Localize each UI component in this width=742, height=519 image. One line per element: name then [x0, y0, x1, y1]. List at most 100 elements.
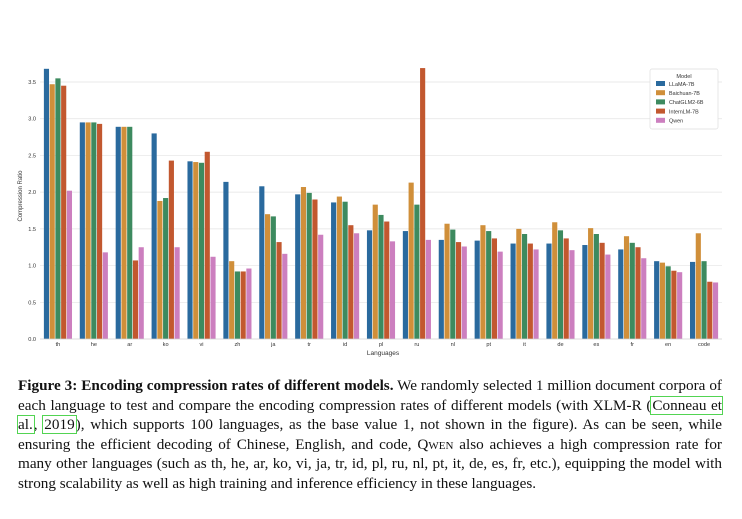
bar-nl-LLaMA-7B: [438, 239, 444, 339]
bar-code-Qwen: [712, 282, 719, 339]
bar-it-ChatGLM2-6B: [522, 234, 528, 339]
x-tick-label: pl: [379, 342, 383, 348]
x-tick-label: code: [698, 342, 710, 348]
bar-zh-Qwen: [246, 268, 252, 339]
y-tick-label: 3.5: [28, 80, 36, 86]
y-tick-label: 2.0: [28, 190, 36, 196]
bar-zh-ChatGLM2-6B: [234, 271, 240, 339]
bar-he-LLaMA-7B: [79, 122, 85, 339]
x-tick-label: ar: [127, 342, 132, 348]
bar-tr-Baichuan-7B: [300, 187, 307, 339]
bar-it-Baichuan-7B: [516, 228, 522, 339]
bar-pl-InternLM-7B: [384, 221, 390, 339]
bar-fr-ChatGLM2-6B: [629, 242, 635, 339]
bar-zh-InternLM-7B: [240, 271, 246, 339]
bar-ko-ChatGLM2-6B: [163, 198, 169, 339]
bar-tr-ChatGLM2-6B: [306, 192, 312, 339]
x-tick-label: id: [343, 342, 347, 348]
bar-pl-Qwen: [389, 241, 396, 339]
bar-id-ChatGLM2-6B: [342, 201, 348, 339]
bar-he-Baichuan-7B: [85, 122, 91, 339]
x-tick-labels: th he ar ko vi zh ja tr id pl ru nl pt it de es fr en code: [56, 342, 711, 348]
bar-fr-Qwen: [641, 258, 647, 339]
legend-swatch: [656, 117, 665, 123]
y-tick-label: 1.0: [28, 264, 36, 270]
citation-link-year[interactable]: 2019: [42, 415, 77, 434]
bar-es-ChatGLM2-6B: [593, 234, 599, 339]
bar-vi-Baichuan-7B: [193, 162, 199, 339]
x-tick-label: vi: [200, 342, 204, 348]
bar-vi-LLaMA-7B: [187, 161, 193, 339]
bar-tr-Qwen: [318, 234, 324, 339]
bar-nl-Qwen: [461, 246, 467, 339]
bar-vi-InternLM-7B: [204, 151, 210, 339]
bar-code-ChatGLM2-6B: [701, 261, 707, 339]
x-tick-label: nl: [451, 342, 455, 348]
bar-ar-Qwen: [138, 247, 144, 339]
x-tick-label: it: [523, 342, 526, 348]
bar-code-InternLM-7B: [707, 281, 713, 339]
caption-text-3: also achieves a high compression rate fo…: [18, 435, 722, 492]
bar-he-Qwen: [102, 252, 108, 339]
legend-box: [649, 68, 719, 130]
y-axis-label: Compression Ratio: [18, 170, 24, 222]
bar-en-LLaMA-7B: [654, 261, 660, 339]
bar-fr-LLaMA-7B: [618, 249, 624, 339]
bar-ru-ChatGLM2-6B: [414, 204, 420, 339]
bar-ja-InternLM-7B: [276, 242, 282, 339]
bar-ja-LLaMA-7B: [259, 186, 265, 339]
bar-en-ChatGLM2-6B: [665, 266, 671, 339]
bar-ru-LLaMA-7B: [402, 231, 408, 339]
bar-ja-Baichuan-7B: [265, 214, 271, 339]
bar-de-Baichuan-7B: [552, 222, 558, 339]
x-tick-label: pt: [486, 342, 491, 348]
x-axis-label: Languages: [367, 350, 400, 357]
x-tick-label: he: [91, 342, 97, 348]
bar-ko-LLaMA-7B: [151, 133, 157, 339]
bar-ru-InternLM-7B: [420, 68, 426, 339]
bar-fr-Baichuan-7B: [623, 236, 630, 339]
bar-ar-LLaMA-7B: [115, 126, 121, 339]
caption-lead: Figure 3: Encoding compression rates of …: [18, 377, 394, 394]
bar-code-LLaMA-7B: [689, 261, 696, 339]
bar-es-LLaMA-7B: [582, 245, 588, 339]
legend-label: InternLM-7B: [669, 109, 699, 115]
legend-swatch: [656, 108, 665, 114]
x-tick-label: fr: [631, 342, 635, 348]
bar-ja-ChatGLM2-6B: [270, 216, 276, 339]
citation-link-author[interactable]: Conneau et al.: [17, 395, 723, 434]
legend-label: Qwen: [669, 119, 683, 125]
x-tick-label: es: [593, 342, 599, 348]
bar-tr-LLaMA-7B: [295, 194, 301, 339]
figure-caption: Figure 3: Encoding compression rates of …: [17, 376, 723, 493]
caption-citation-separator: ,: [33, 416, 44, 433]
y-tick-label: 0.5: [28, 300, 36, 306]
caption-qwen: Qwen: [417, 435, 454, 453]
bar-de-InternLM-7B: [563, 238, 569, 339]
bars: [43, 68, 719, 340]
bar-pt-Baichuan-7B: [480, 225, 486, 339]
bar-ar-InternLM-7B: [132, 260, 139, 339]
bar-es-InternLM-7B: [599, 242, 605, 339]
bar-de-ChatGLM2-6B: [557, 230, 564, 339]
bar-tr-InternLM-7B: [312, 199, 318, 339]
bar-ko-InternLM-7B: [168, 160, 174, 339]
bar-vi-Qwen: [210, 256, 216, 339]
bar-he-ChatGLM2-6B: [91, 122, 97, 339]
legend-swatch: [656, 81, 665, 86]
bar-pt-ChatGLM2-6B: [486, 231, 492, 339]
bar-id-Qwen: [354, 233, 360, 339]
x-tick-label: ko: [163, 342, 169, 348]
bar-pl-Baichuan-7B: [372, 204, 378, 339]
bar-pl-ChatGLM2-6B: [378, 214, 384, 339]
bar-it-Qwen: [533, 249, 539, 339]
x-tick-label: th: [56, 342, 61, 348]
bar-ja-Qwen: [282, 253, 288, 339]
bar-nl-InternLM-7B: [455, 242, 462, 339]
compression-rate-chart: 0.00.51.01.52.02.53.03.5 th he ar ko vi zh ja t…: [18, 68, 722, 357]
bar-ar-ChatGLM2-6B: [127, 126, 133, 339]
bar-de-Qwen: [569, 250, 575, 339]
bar-pt-InternLM-7B: [491, 238, 497, 339]
bar-th-Baichuan-7B: [49, 84, 55, 340]
legend: Model LLaMA-7B Baichuan-7B ChatGLM2-6B Inte…: [649, 68, 719, 130]
